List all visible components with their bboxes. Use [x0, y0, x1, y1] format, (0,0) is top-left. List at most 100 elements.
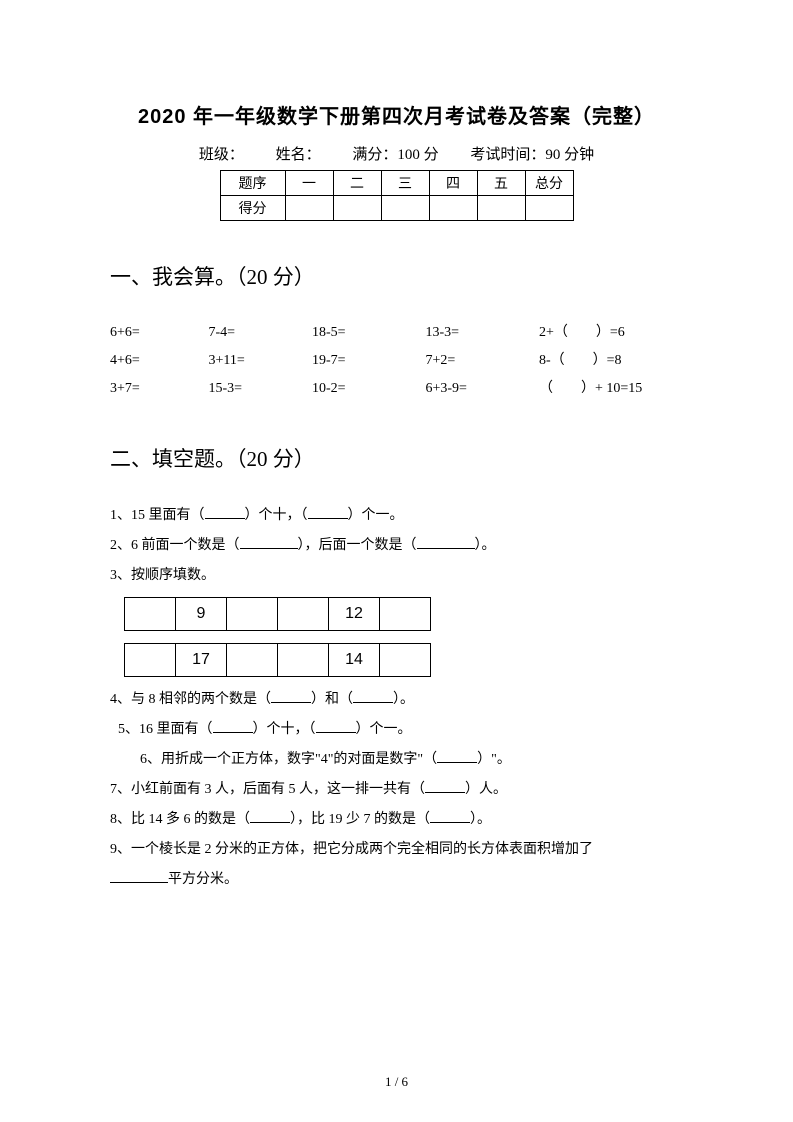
q1-a: 1、15 里面有（ [110, 508, 205, 523]
seq-cell [125, 644, 176, 677]
q8-b: ），比 19 少 7 的数是（ [290, 812, 430, 827]
score-blank-cell [333, 196, 381, 221]
seq-cell [227, 644, 278, 677]
blank [308, 504, 348, 519]
score-blank-cell [285, 196, 333, 221]
blank [417, 534, 475, 549]
calc-item: （ ）+ 10=15 [539, 375, 642, 403]
calc-item: 8-（ ）=8 [539, 347, 622, 375]
q9-line1: 9、一个棱长是 2 分米的正方体，把它分成两个完全相同的长方体表面积增加了 [110, 835, 683, 865]
blank [110, 868, 168, 883]
page: 2020 年一年级数学下册第四次月考试卷及答案（完整） 班级： 姓名： 满分：1… [0, 0, 793, 1122]
score-header-cell: 题序 [220, 171, 285, 196]
seq-cell [278, 598, 329, 631]
q7-a: 7、小红前面有 3 人，后面有 5 人，这一排一共有（ [110, 782, 425, 797]
q8-a: 8、比 14 多 6 的数是（ [110, 812, 250, 827]
seq-cell [227, 598, 278, 631]
seq-cell: 12 [329, 598, 380, 631]
calc-grid: 6+6= 7-4= 18-5= 13-3= 2+（ ）=6 4+6= 3+11=… [110, 319, 683, 403]
full-score-label: 满分： [352, 147, 397, 163]
calc-item: 6+6= [110, 319, 205, 347]
seq-cell [278, 644, 329, 677]
q6-a: 6、用折成一个正方体，数字"4"的对面是数字"（ [140, 752, 437, 767]
q8-c: ）。 [470, 812, 491, 827]
blank [437, 748, 477, 763]
seq-cell: 17 [176, 644, 227, 677]
q6-b: ）"。 [477, 752, 511, 767]
table-row: 题序 一 二 三 四 五 总分 [220, 171, 573, 196]
calc-item: 15-3= [209, 375, 309, 403]
seq-cell [380, 644, 431, 677]
calc-item: 18-5= [312, 319, 422, 347]
blank [250, 808, 290, 823]
calc-item: 7-4= [209, 319, 309, 347]
calc-item: 4+6= [110, 347, 205, 375]
score-blank-cell [429, 196, 477, 221]
exam-time-value: 90 分钟 [545, 147, 594, 163]
page-title: 2020 年一年级数学下册第四次月考试卷及答案（完整） [110, 100, 683, 129]
blank [240, 534, 298, 549]
q1-c: ）个一。 [348, 508, 404, 523]
calc-item: 3+7= [110, 375, 205, 403]
calc-item: 3+11= [209, 347, 309, 375]
q9-b: 平方分米。 [168, 872, 238, 887]
calc-item: 7+2= [426, 347, 536, 375]
q1-b: ）个十，（ [245, 508, 308, 523]
calc-item: 19-7= [312, 347, 422, 375]
fill-section: 1、15 里面有（ ）个十，（ ）个一。 2、6 前面一个数是（ ），后面一个数是（ ）… [110, 501, 683, 895]
score-header-cell: 五 [477, 171, 525, 196]
blank [271, 688, 311, 703]
q4-a: 4、与 8 相邻的两个数是（ [110, 692, 271, 707]
calc-item: 10-2= [312, 375, 422, 403]
q4-c: ）。 [393, 692, 414, 707]
score-header-cell: 一 [285, 171, 333, 196]
seq-cell [125, 598, 176, 631]
blank [430, 808, 470, 823]
score-table: 题序 一 二 三 四 五 总分 得分 [220, 170, 574, 221]
class-label: 班级： [199, 147, 244, 163]
table-row: 得分 [220, 196, 573, 221]
page-footer: 1 / 6 [0, 1074, 793, 1090]
full-score-value: 100 分 [397, 147, 438, 163]
blank [316, 718, 356, 733]
q2-b: ），后面一个数是（ [298, 538, 417, 553]
score-blank-cell [525, 196, 573, 221]
q2-a: 2、6 前面一个数是（ [110, 538, 240, 553]
calc-row: 4+6= 3+11= 19-7= 7+2= 8-（ ）=8 [110, 347, 683, 375]
sequence-table: 17 14 [124, 643, 431, 677]
q5-c: ）个一。 [356, 722, 412, 737]
q3: 3、按顺序填数。 [110, 561, 683, 591]
q7-b: ）人。 [465, 782, 507, 797]
name-label: 姓名： [276, 147, 321, 163]
q4: 4、与 8 相邻的两个数是（ ）和（ ）。 [110, 685, 683, 715]
score-blank-cell [477, 196, 525, 221]
q1: 1、15 里面有（ ）个十，（ ）个一。 [110, 501, 683, 531]
seq-cell: 9 [176, 598, 227, 631]
q5: 5、16 里面有（ ）个十，（ ）个一。 [110, 715, 683, 745]
blank [205, 504, 245, 519]
score-blank-cell [381, 196, 429, 221]
q2-c: ）。 [475, 538, 496, 553]
seq-cell [380, 598, 431, 631]
section-2-heading: 二、填空题。（20 分） [110, 443, 683, 473]
q5-b: ）个十，（ [253, 722, 316, 737]
calc-item: 6+3-9= [426, 375, 536, 403]
score-header-cell: 四 [429, 171, 477, 196]
calc-row: 6+6= 7-4= 18-5= 13-3= 2+（ ）=6 [110, 319, 683, 347]
sequence-table: 9 12 [124, 597, 431, 631]
q8: 8、比 14 多 6 的数是（ ），比 19 少 7 的数是（ ）。 [110, 805, 683, 835]
q4-b: ）和（ [311, 692, 353, 707]
q5-a: 5、16 里面有（ [118, 722, 213, 737]
sequence-tables: 9 12 17 14 [124, 597, 683, 677]
score-header-cell: 二 [333, 171, 381, 196]
seq-cell: 14 [329, 644, 380, 677]
q6: 6、用折成一个正方体，数字"4"的对面是数字"（ ）"。 [110, 745, 683, 775]
score-row-label: 得分 [220, 196, 285, 221]
q9-line2: 平方分米。 [110, 865, 683, 895]
calc-item: 2+（ ）=6 [539, 319, 625, 347]
calc-item: 13-3= [426, 319, 536, 347]
calc-row: 3+7= 15-3= 10-2= 6+3-9= （ ）+ 10=15 [110, 375, 683, 403]
blank [213, 718, 253, 733]
blank [425, 778, 465, 793]
q2: 2、6 前面一个数是（ ），后面一个数是（ ）。 [110, 531, 683, 561]
